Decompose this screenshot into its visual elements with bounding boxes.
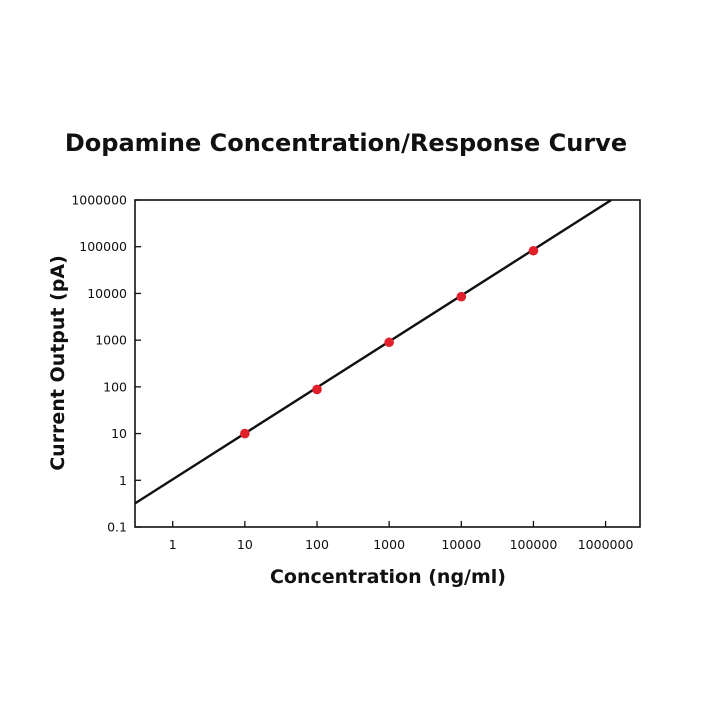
y-tick-label: 100000 (79, 239, 127, 254)
y-axis-label: Current Output (pA) (47, 255, 69, 471)
y-tick-label: 1000 (95, 333, 127, 348)
x-tick-label: 100000 (510, 537, 558, 552)
x-tick-label: 10 (237, 537, 253, 552)
x-tick-label: 10000 (441, 537, 481, 552)
x-tick-label: 1000 (373, 537, 405, 552)
fit-line (135, 200, 612, 505)
y-tick-label: 10 (111, 426, 127, 441)
x-tick-label: 1 (169, 537, 177, 552)
x-tick-label: 100 (305, 537, 329, 552)
y-tick-label: 1000000 (71, 193, 127, 208)
y-tick-label: 100 (103, 379, 127, 394)
data-point (312, 384, 322, 395)
data-point (384, 337, 394, 348)
axes: 1 10 100 1000 10000 100000 1000000 0.1 1 10 100 100… (71, 193, 641, 552)
data-point (240, 428, 250, 439)
plot-frame (134, 199, 641, 528)
data-point (456, 291, 467, 302)
y-tick-label: 10000 (87, 286, 127, 301)
x-axis-label: Concentration (ng/ml) (270, 566, 506, 588)
chart-title: Dopamine Concentration/Response Curve (65, 129, 627, 157)
plot-area (135, 200, 612, 505)
y-tick-label: 0.1 (107, 520, 127, 535)
x-tick-label: 1000000 (578, 537, 634, 552)
data-point (528, 245, 539, 256)
y-tick-label: 1 (119, 473, 127, 488)
